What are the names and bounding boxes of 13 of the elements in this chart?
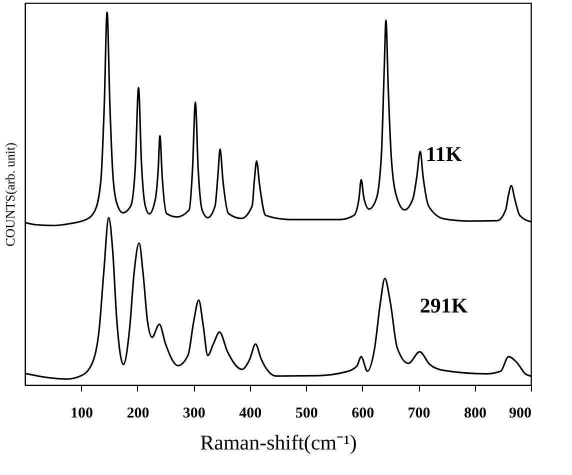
x-tick-label: 500 <box>295 406 318 422</box>
x-tick-label: 100 <box>70 406 93 422</box>
x-tick-label: 800 <box>464 406 487 422</box>
x-axis-title: Raman-shift(cm⁻¹) <box>200 430 357 454</box>
series-label: 11K <box>426 142 463 166</box>
series-label: 291K <box>420 293 468 318</box>
y-axis-title: COUNTS(arb. unit) <box>2 142 18 246</box>
x-tick-label: 600 <box>352 406 374 422</box>
x-tick-label: 700 <box>408 406 430 422</box>
x-tick-label: 200 <box>126 406 150 422</box>
x-tick-label: 900 <box>509 406 532 422</box>
x-tick-label: 300 <box>182 406 206 422</box>
x-tick-label: 400 <box>239 406 262 422</box>
